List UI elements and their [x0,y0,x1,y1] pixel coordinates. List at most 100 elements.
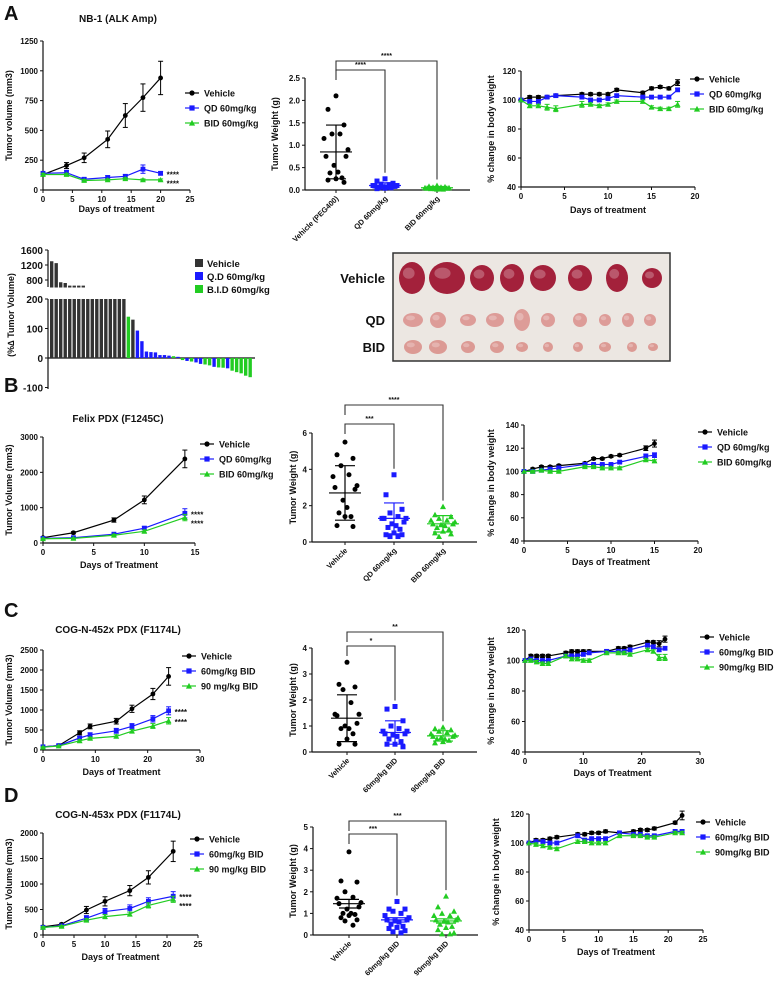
dot-plot: 0 1 2 3 4 Tumor Weight (g) Vehicle 60mg/kg BID 9… [288,624,477,795]
data-point [378,181,384,187]
data-point [615,649,622,656]
data-point [580,652,586,657]
y-axis-label: Tumor Volume (mm3) [4,838,14,929]
data-point [189,90,195,96]
y-axis-label: % change in body weight [491,818,501,926]
data-point [346,726,352,732]
data-point [553,93,559,99]
data-point [574,656,581,662]
data-point [58,923,65,929]
bar [140,341,144,358]
significance-stars: **** [179,902,192,911]
data-point [656,654,663,660]
data-point [640,94,646,100]
x-tick-label: 10 [140,548,149,557]
group: 60mg/kg BID [361,704,411,795]
data-point [449,923,455,929]
x-axis-label: Days of Treatment [82,767,160,777]
data-point [40,924,46,930]
series-line [42,850,174,928]
legend-swatch [195,285,203,293]
data-point [657,94,663,100]
data-point [140,176,146,183]
y-tick-label: 0.0 [289,186,301,195]
data-point [672,829,679,836]
legend-label: BID 60mg/kg [709,105,764,115]
data-point [165,717,172,724]
data-point [81,155,87,161]
data-point [339,175,345,181]
x-axis-label: Days of treatment [570,205,646,215]
data-point [428,517,434,523]
series-line [42,710,169,748]
bar-upper [59,282,63,288]
legend-label: 60mg/kg BID [715,833,770,843]
data-point [150,716,156,722]
y-tick-label: 100 [506,467,520,476]
data-point [649,86,654,91]
data-point [533,839,539,844]
data-point [448,530,454,537]
y-tick-label: 1200 [21,261,44,272]
tumor-specimen [490,341,504,353]
y-tick-label: 0 [34,186,39,195]
tumor-specimen [460,314,476,326]
data-point [536,94,541,100]
bar [207,358,212,366]
data-point [340,687,346,693]
x-tick-label: 15 [629,935,638,944]
tumor-highlight [431,342,440,348]
tumor-highlight [473,269,485,279]
x-tick-label: 20 [691,192,700,201]
panel-label: A [4,3,18,25]
data-point [552,105,559,112]
tumor-highlight [492,343,499,348]
data-point [575,653,580,659]
bar [167,355,171,358]
data-point [329,131,335,137]
data-point [194,836,200,842]
tumor-specimen [599,314,611,326]
data-point [662,654,668,660]
bar [189,358,194,362]
bar [122,299,126,358]
data-point [534,653,540,659]
data-point [547,468,553,474]
bar [230,358,234,371]
data-point [701,458,709,465]
data-point [666,86,672,91]
tumor-highlight [488,315,497,321]
data-point [704,649,710,655]
data-point [336,681,342,687]
data-point [540,658,545,663]
y-tick-label: 2 [304,888,309,897]
data-point [402,906,408,912]
data-point [650,639,656,645]
data-point [440,503,446,510]
data-point [374,178,380,184]
data-point [352,911,358,917]
data-point [568,656,575,662]
x-tick-label: 10 [97,195,106,204]
significance-bracket [348,820,447,891]
y-tick-label: 750 [25,97,39,106]
data-point [382,913,388,919]
bar [176,356,180,358]
data-point [700,834,706,840]
data-point [166,708,171,714]
data-point [648,104,655,110]
y-tick-label: 40 [510,537,519,546]
data-point [657,105,664,112]
y-tick-label: 80 [507,125,516,134]
line-chart: 40 60 80 100 120 0 5 10 15 20 Days of treatment % c… [486,67,764,215]
y-tick-label: 60 [507,154,516,163]
tumor-specimen [644,314,656,326]
data-point [526,102,533,109]
y-tick-label: 1250 [20,37,38,46]
data-point [332,485,338,490]
x-tick-label: 15 [647,192,656,201]
data-point [348,514,354,520]
data-point [448,726,454,733]
data-point [432,511,438,518]
legend-label: Vehicle [717,428,748,438]
